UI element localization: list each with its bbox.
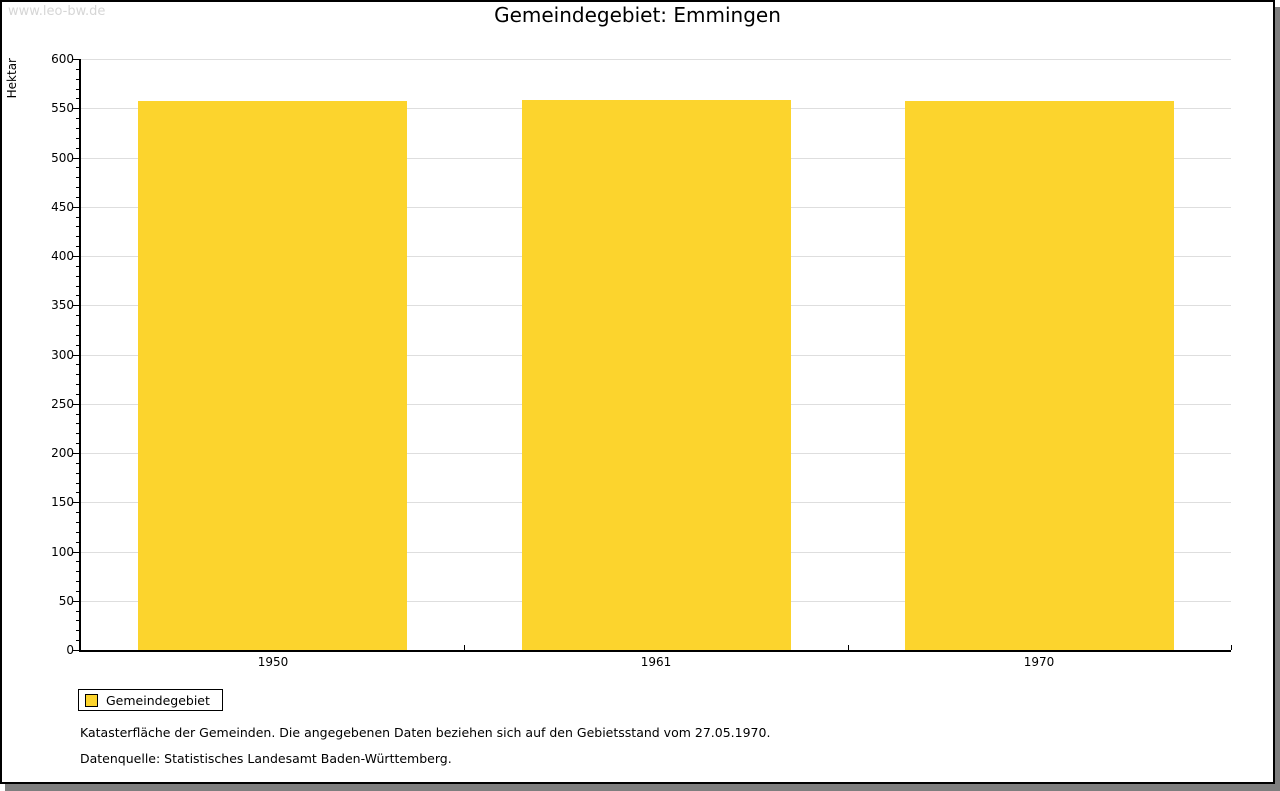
y-tick-label: 150 xyxy=(51,495,74,509)
bar-1961 xyxy=(522,100,791,650)
y-minor-tick xyxy=(76,384,80,385)
y-minor-tick xyxy=(76,640,80,641)
y-minor-tick xyxy=(76,463,80,464)
y-axis xyxy=(79,59,81,652)
y-major-tick xyxy=(73,502,80,503)
y-minor-tick xyxy=(76,118,80,119)
y-minor-tick xyxy=(76,414,80,415)
y-minor-tick xyxy=(76,266,80,267)
y-minor-tick xyxy=(76,335,80,336)
y-minor-tick xyxy=(76,473,80,474)
y-tick-label: 0 xyxy=(66,643,74,657)
y-minor-tick xyxy=(76,423,80,424)
y-major-tick xyxy=(73,305,80,306)
y-minor-tick xyxy=(76,69,80,70)
y-major-tick xyxy=(73,453,80,454)
y-major-tick xyxy=(73,601,80,602)
watermark: www.leo-bw.de xyxy=(8,4,106,19)
y-minor-tick xyxy=(76,483,80,484)
y-minor-tick xyxy=(76,148,80,149)
y-minor-tick xyxy=(76,89,80,90)
y-minor-tick xyxy=(76,138,80,139)
y-minor-tick xyxy=(76,236,80,237)
legend: Gemeindegebiet xyxy=(78,689,223,711)
y-major-tick xyxy=(73,552,80,553)
y-tick-label: 200 xyxy=(51,446,74,460)
y-minor-tick xyxy=(76,542,80,543)
y-minor-tick xyxy=(76,394,80,395)
y-tick-label: 100 xyxy=(51,545,74,559)
y-tick-label: 50 xyxy=(58,594,74,608)
bar-1970 xyxy=(905,101,1174,650)
y-minor-tick xyxy=(76,522,80,523)
x-tick-label: 1970 xyxy=(1023,655,1055,669)
y-minor-tick xyxy=(76,620,80,621)
y-minor-tick xyxy=(76,177,80,178)
y-minor-tick xyxy=(76,79,80,80)
x-category-tick xyxy=(1231,645,1232,650)
y-tick-label: 500 xyxy=(51,151,74,165)
y-major-tick xyxy=(73,59,80,60)
y-major-tick xyxy=(73,404,80,405)
y-major-tick xyxy=(73,108,80,109)
y-minor-tick xyxy=(76,226,80,227)
y-major-tick xyxy=(73,650,80,651)
x-category-tick xyxy=(848,645,849,650)
y-minor-tick xyxy=(76,276,80,277)
y-minor-tick xyxy=(76,611,80,612)
y-minor-tick xyxy=(76,315,80,316)
y-minor-tick xyxy=(76,128,80,129)
page-title: Gemeindegebiet: Emmingen xyxy=(494,3,781,27)
y-major-tick xyxy=(73,207,80,208)
chart-area: Hektar 0 50 100 150 200 250 300 350 400 450 500 550… xyxy=(5,52,1232,669)
x-axis xyxy=(79,650,1231,652)
y-gridline xyxy=(81,59,1231,60)
y-minor-tick xyxy=(76,197,80,198)
y-minor-tick xyxy=(76,325,80,326)
y-minor-tick xyxy=(76,581,80,582)
y-minor-tick xyxy=(76,630,80,631)
y-minor-tick xyxy=(76,167,80,168)
y-minor-tick xyxy=(76,532,80,533)
y-minor-tick xyxy=(76,246,80,247)
y-tick-label: 250 xyxy=(51,397,74,411)
bar-1950 xyxy=(138,101,407,650)
y-minor-tick xyxy=(76,374,80,375)
y-minor-tick xyxy=(76,98,80,99)
y-tick-label: 550 xyxy=(51,101,74,115)
footnote-source-note: Katasterfläche der Gemeinden. Die angege… xyxy=(80,725,771,740)
y-axis-title: Hektar xyxy=(5,58,19,99)
y-major-tick xyxy=(73,158,80,159)
y-minor-tick xyxy=(76,295,80,296)
legend-label: Gemeindegebiet xyxy=(106,692,210,708)
y-minor-tick xyxy=(76,443,80,444)
y-minor-tick xyxy=(76,512,80,513)
y-tick-label: 300 xyxy=(51,348,74,362)
y-major-tick xyxy=(73,355,80,356)
y-minor-tick xyxy=(76,345,80,346)
y-tick-label: 350 xyxy=(51,298,74,312)
y-minor-tick xyxy=(76,433,80,434)
x-tick-label: 1961 xyxy=(640,655,672,669)
y-tick-label: 450 xyxy=(51,200,74,214)
y-minor-tick xyxy=(76,286,80,287)
y-minor-tick xyxy=(76,591,80,592)
y-minor-tick xyxy=(76,364,80,365)
footnote-data-source: Datenquelle: Statistisches Landesamt Bad… xyxy=(80,751,452,766)
y-minor-tick xyxy=(76,187,80,188)
y-major-tick xyxy=(73,256,80,257)
y-minor-tick xyxy=(76,492,80,493)
y-minor-tick xyxy=(76,217,80,218)
y-minor-tick xyxy=(76,571,80,572)
y-tick-label: 400 xyxy=(51,249,74,263)
x-category-tick xyxy=(464,645,465,650)
y-minor-tick xyxy=(76,561,80,562)
x-tick-label: 1950 xyxy=(257,655,289,669)
y-tick-label: 600 xyxy=(51,52,74,66)
legend-swatch xyxy=(85,693,98,707)
